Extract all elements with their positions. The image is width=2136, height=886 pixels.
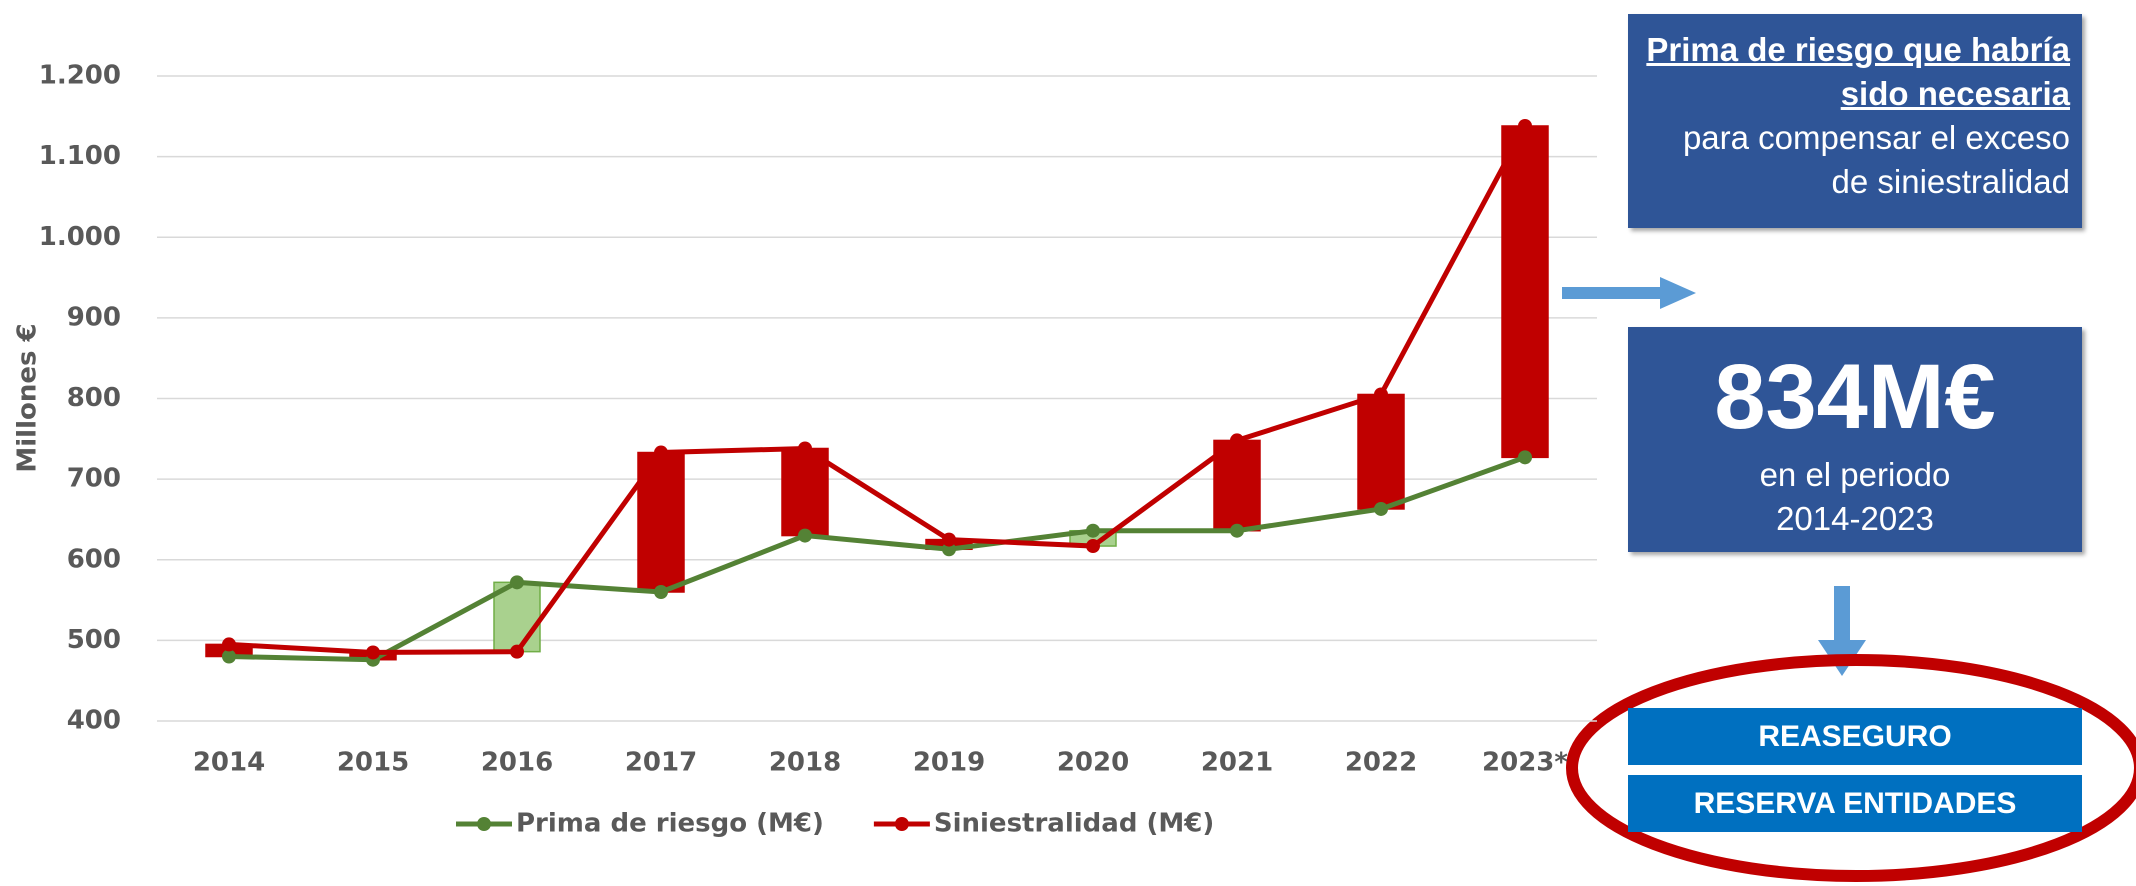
point bbox=[798, 528, 812, 543]
point bbox=[1518, 118, 1532, 133]
x-tick-label: 2015 bbox=[337, 748, 409, 778]
y-tick-label: 1.200 bbox=[39, 61, 121, 91]
total: 834M€ bbox=[1714, 346, 1996, 448]
x-tick-label: 2020 bbox=[1057, 748, 1129, 778]
y-tick-label: 600 bbox=[67, 544, 121, 574]
point bbox=[1374, 501, 1388, 516]
point bbox=[1374, 387, 1388, 402]
series-line bbox=[228, 124, 1528, 655]
x-tick-label: 2014 bbox=[193, 748, 265, 778]
point bbox=[1518, 450, 1532, 465]
x-tick-label: 2021 bbox=[1201, 748, 1273, 778]
button[interactable]: REASEGURO bbox=[1628, 708, 2082, 765]
point bbox=[654, 585, 668, 599]
point bbox=[942, 542, 956, 557]
arrow-head bbox=[1660, 277, 1696, 309]
point bbox=[1230, 433, 1244, 448]
button[interactable]: RESERVA ENTIDADES bbox=[1628, 775, 2082, 832]
x-tick-label: 2017 bbox=[625, 748, 697, 778]
legend-marker bbox=[894, 817, 909, 831]
point bbox=[510, 644, 524, 659]
x-tick-label: 2018 bbox=[769, 748, 841, 778]
point bbox=[222, 637, 236, 652]
y-axis-label: Millones € bbox=[13, 323, 43, 472]
note-emphasis: Prima de riesgo que habría sido necesari… bbox=[1646, 31, 2070, 112]
y-tick-label: 700 bbox=[67, 464, 121, 494]
x-tick-label: 2016 bbox=[481, 748, 553, 778]
up-down-bar bbox=[493, 581, 541, 653]
legend-label: Prima de riesgo (M€) bbox=[516, 809, 824, 839]
period: en el periodo 2014-2023 bbox=[1759, 456, 1951, 537]
x-tick-label: 2019 bbox=[913, 748, 985, 778]
y-tick-label: 800 bbox=[67, 383, 121, 413]
y-tick-label: 400 bbox=[67, 706, 121, 736]
point bbox=[510, 575, 524, 590]
y-tick-label: 1.100 bbox=[39, 141, 121, 171]
up-down-bar bbox=[1501, 125, 1549, 459]
total-box: 834M€ en el periodo 2014-2023 bbox=[1628, 327, 2082, 552]
point bbox=[654, 445, 668, 460]
point bbox=[1086, 539, 1100, 554]
point bbox=[942, 532, 956, 547]
point bbox=[1086, 523, 1100, 538]
up-down-bar bbox=[781, 447, 829, 537]
point bbox=[366, 645, 380, 660]
x-tick-label: 2022 bbox=[1345, 748, 1417, 778]
series-line bbox=[228, 455, 1526, 663]
note-text: para compensar el exceso de siniestralid… bbox=[1682, 119, 2070, 200]
point bbox=[1230, 523, 1244, 538]
y-tick-label: 900 bbox=[67, 302, 121, 332]
up-down-bar bbox=[1357, 393, 1405, 510]
legend-marker bbox=[477, 817, 491, 831]
y-tick-label: 500 bbox=[67, 625, 121, 655]
y-tick-label: 1.000 bbox=[39, 222, 121, 252]
point bbox=[222, 649, 236, 664]
highlight-ellipse bbox=[1566, 654, 2136, 882]
point bbox=[798, 441, 812, 456]
x-tick-label: 2023* bbox=[1482, 748, 1568, 778]
legend-label: Siniestralidad (M€) bbox=[934, 809, 1214, 839]
note-box: Prima de riesgo que habría sido necesari… bbox=[1628, 14, 2082, 228]
